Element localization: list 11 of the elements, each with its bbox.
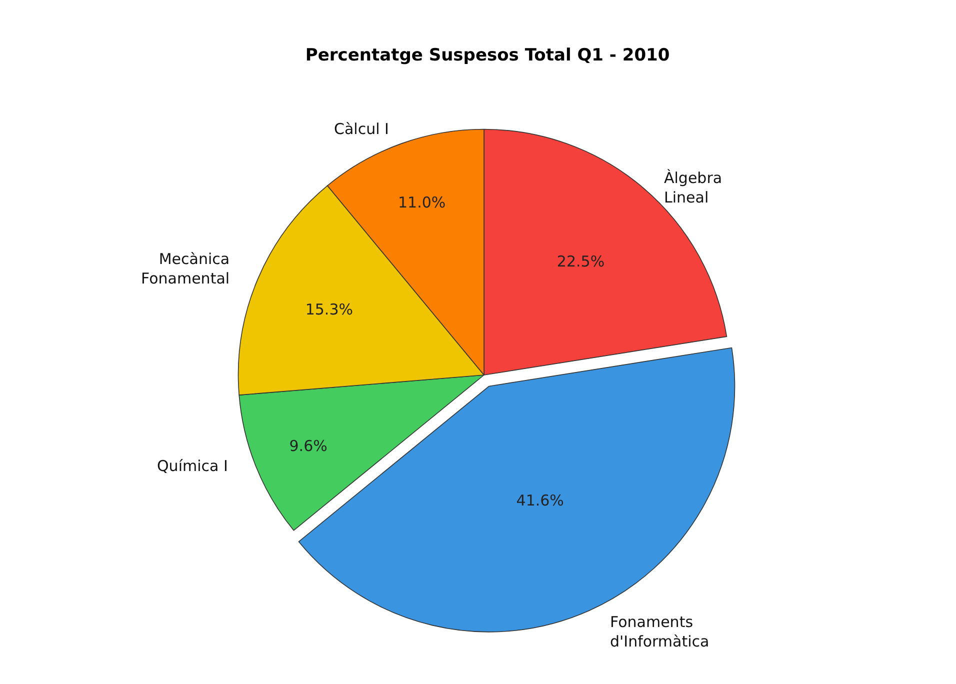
slice-label: Càlcul I [334, 120, 389, 138]
slice-label: Fonaments d'Informàtica [610, 613, 710, 650]
data-label: 15.3% [305, 300, 353, 319]
chart-title: Percentatge Suspesos Total Q1 - 2010 [305, 46, 670, 66]
slice-label: Mecànica Fonamental [141, 250, 230, 288]
data-label: 22.5% [556, 252, 605, 271]
slice-label: Àlgebra Lineal [664, 169, 722, 206]
slice-label: Química I [157, 457, 228, 475]
data-label: 41.6% [516, 491, 564, 510]
data-label: 11.0% [398, 193, 446, 212]
data-label: 9.6% [289, 436, 328, 455]
